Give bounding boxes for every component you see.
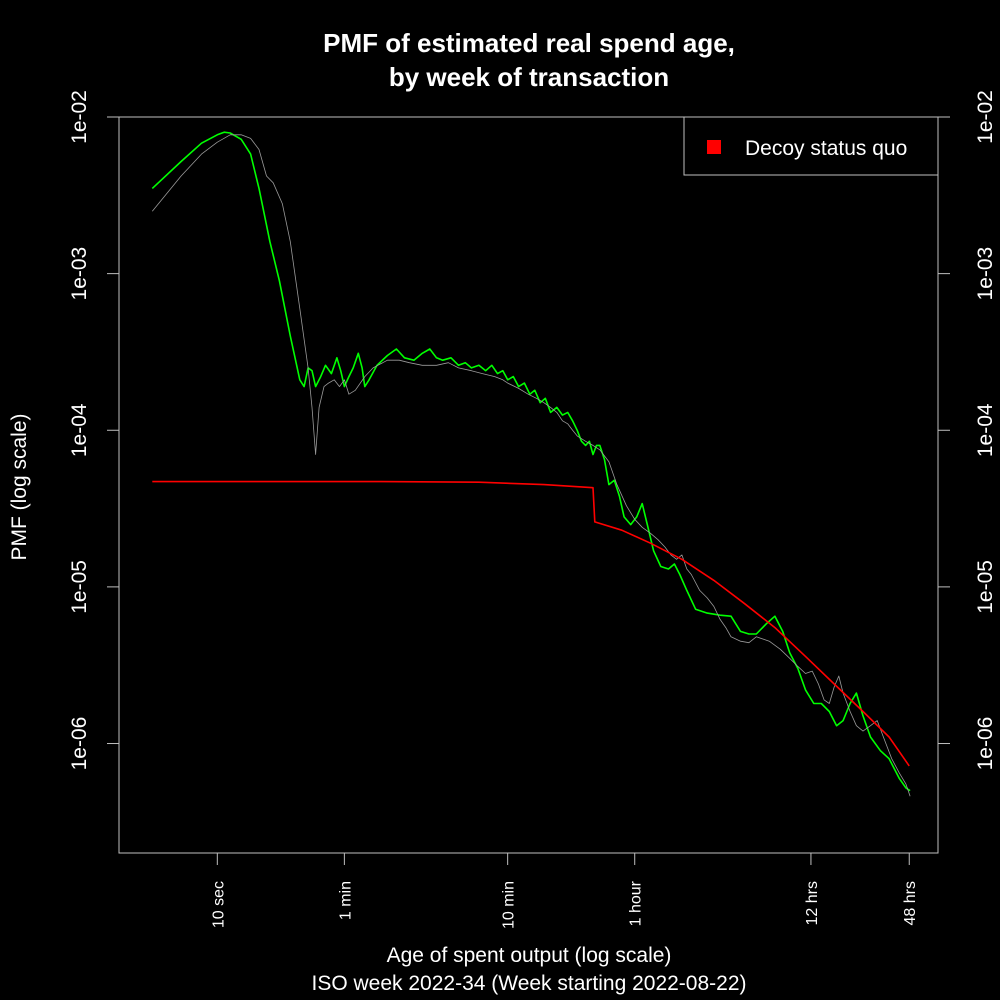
series-line-decoy-status-quo [152,480,910,767]
y-tick-label-right: 1e-05 [974,560,997,614]
y-tick-label-left: 1e-03 [68,247,91,301]
y-tick-label-right: 1e-03 [974,247,997,301]
x-tick-label-48-hrs: 48 hrs [902,881,919,925]
x-tick-label-10-sec: 10 sec [210,881,227,928]
y-axis-left: 1e-02 1e-03 1e-04 1e-05 1e-06 [68,90,119,770]
x-tick-label-10-min: 10 min [501,881,518,929]
chart-title-line-2: by week of transaction [389,62,669,92]
y-tick-label-left: 1e-02 [68,90,91,144]
y-tick-label-right: 1e-04 [974,403,997,457]
series-line-1 [151,131,911,792]
y-tick-label-left: 1e-06 [68,717,91,771]
series-layer [151,131,911,797]
series-line-2 [151,134,911,797]
y-axis-right: 1e-02 1e-03 1e-04 1e-05 1e-06 [938,90,997,770]
y-tick-label-right: 1e-02 [974,90,997,144]
x-tick-label-1-min: 1 min [337,881,354,920]
legend-box [683,116,939,176]
y-axis-label: PMF (log scale) [8,413,31,560]
y-tick-label-left: 1e-05 [68,560,91,614]
chart-subtitle: ISO week 2022-34 (Week starting 2022-08-… [311,972,746,995]
x-tick-label-1-hour: 1 hour [628,880,645,926]
x-axis-label: Age of spent output (log scale) [387,944,672,967]
legend-label-decoy-status-quo: Decoy status quo [745,137,907,160]
legend-swatch-decoy-status-quo [707,140,721,154]
x-tick-label-12-hrs: 12 hrs [804,881,821,925]
y-tick-label-left: 1e-04 [68,403,91,457]
chart-title-line-1: PMF of estimated real spend age, [323,28,735,58]
plot-frame [118,116,939,854]
x-axis: 10 sec 1 min 10 min 1 hour 12 hrs 48 hrs [210,853,919,929]
y-tick-label-right: 1e-06 [974,717,997,771]
legend: Decoy status quo [683,116,939,176]
